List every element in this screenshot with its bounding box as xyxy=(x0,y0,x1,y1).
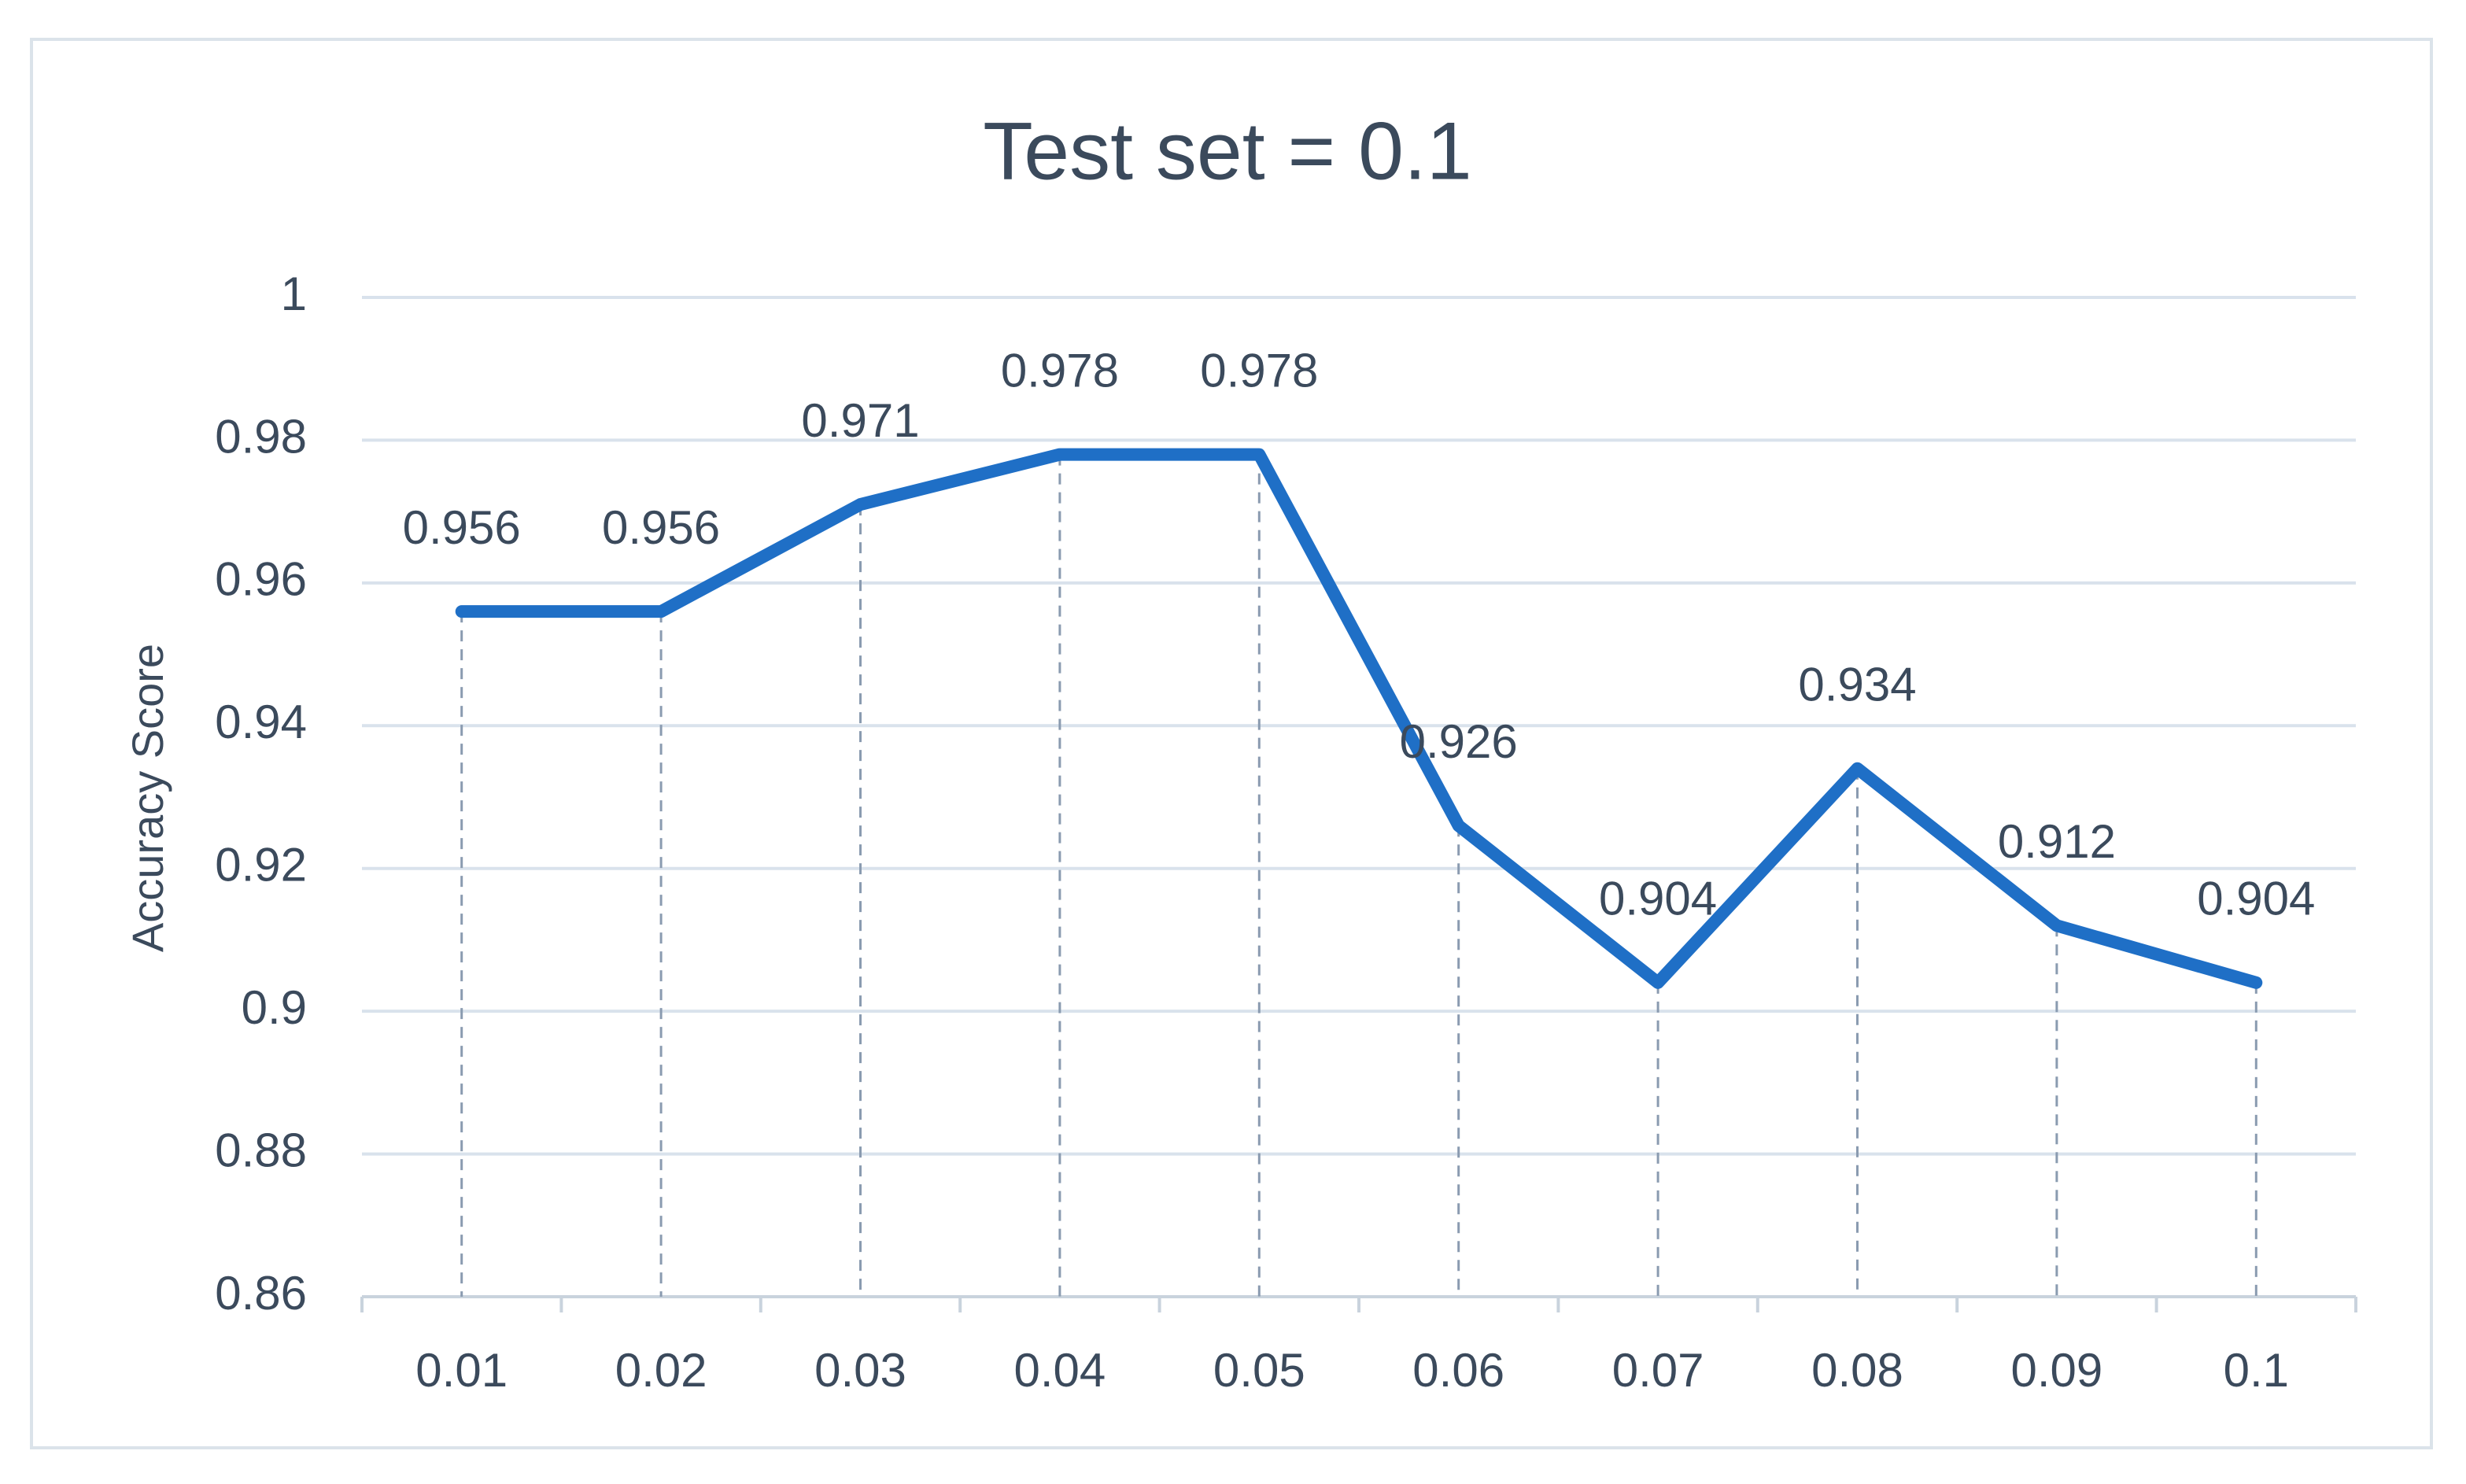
y-tick-label: 0.86 xyxy=(215,1267,307,1320)
x-tick-label: 0.02 xyxy=(615,1344,707,1397)
data-label: 0.978 xyxy=(1001,344,1119,397)
chart-title: Test set = 0.1 xyxy=(983,105,1471,197)
x-tick-label: 0.09 xyxy=(2011,1344,2103,1397)
y-tick-label: 0.92 xyxy=(215,839,307,892)
x-tick-label: 0.03 xyxy=(814,1344,906,1397)
data-line xyxy=(455,448,2263,989)
y-axis-title: Accuracy Score xyxy=(123,644,172,952)
data-label: 0.904 xyxy=(1599,873,1717,925)
chart-frame xyxy=(30,38,2433,1449)
data-label: 0.956 xyxy=(403,501,521,554)
x-tick-label: 0.08 xyxy=(1811,1344,1903,1397)
x-tick-label: 0.05 xyxy=(1213,1344,1305,1397)
data-label: 0.912 xyxy=(1998,815,2116,868)
x-tick-label: 0.07 xyxy=(1612,1344,1704,1397)
x-tick-label: 0.1 xyxy=(2224,1344,2289,1397)
data-label: 0.926 xyxy=(1400,715,1518,768)
x-tick-label: 0.01 xyxy=(415,1344,508,1397)
y-tick-label: 0.96 xyxy=(215,553,307,606)
x-tick-label: 0.06 xyxy=(1412,1344,1504,1397)
data-label: 0.971 xyxy=(801,394,919,447)
data-label: 0.956 xyxy=(602,501,720,554)
y-tick-label: 0.9 xyxy=(242,981,307,1034)
x-tick-label: 0.04 xyxy=(1014,1344,1106,1397)
y-tick-label: 1 xyxy=(281,268,307,320)
y-tick-label: 0.88 xyxy=(215,1124,307,1176)
data-label: 0.978 xyxy=(1200,344,1318,397)
y-tick-label: 0.98 xyxy=(215,410,307,463)
data-label: 0.904 xyxy=(2197,873,2315,925)
data-label: 0.934 xyxy=(1798,659,1916,711)
y-tick-label: 0.94 xyxy=(215,696,307,748)
